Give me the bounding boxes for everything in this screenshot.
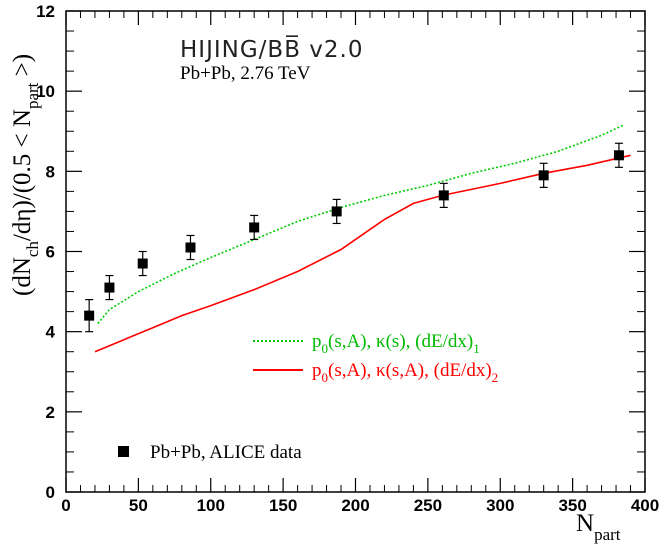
data-point — [137, 258, 148, 269]
y-tick-label: 10 — [36, 82, 55, 101]
y-tick-label: 12 — [36, 2, 55, 21]
y-axis-title: (dNch/dη)/(0.5 < Npart >) — [9, 54, 42, 296]
y-tick-label: 6 — [46, 243, 55, 262]
model-curves — [94, 124, 631, 353]
data-point — [613, 150, 624, 161]
data-point — [438, 190, 449, 201]
data-point — [538, 170, 549, 181]
plot-frame — [65, 10, 646, 493]
data-points — [84, 142, 624, 333]
y-tick-label: 2 — [46, 403, 55, 422]
x-tick-label: 300 — [486, 496, 514, 515]
x-tick-label: 50 — [129, 496, 148, 515]
axis-ticks — [65, 10, 646, 493]
data-point — [185, 242, 196, 253]
legend-green-label: p0(s,A), κ(s), (dE/dx)1 — [312, 331, 480, 356]
x-tick-label: 150 — [269, 496, 297, 515]
model-title: HIJING/BB̅ v2.0 — [180, 35, 363, 63]
legend-data-marker — [118, 446, 129, 457]
data-point — [104, 282, 115, 293]
x-tick-label: 400 — [631, 496, 659, 515]
legend-data-label: Pb+Pb, ALICE data — [150, 442, 302, 463]
x-tick-label: 100 — [197, 496, 225, 515]
x-tick-label: 0 — [61, 496, 70, 515]
model-title-text: HIJING/BB̅ v2.0 — [180, 35, 363, 63]
x-tick-label: 350 — [558, 496, 586, 515]
y-tick-label: 8 — [46, 162, 55, 181]
x-tick-label: 200 — [341, 496, 369, 515]
axis-tick-labels: 0 50 100 150 200 250 300 350 400 0 2 4 6 8 10 12 — [36, 2, 659, 515]
legend-red-label: p0(s,A), κ(s,A), (dE/dx)2 — [312, 360, 498, 385]
data-point — [331, 206, 342, 217]
x-axis-title: Npart — [576, 510, 621, 544]
data-point — [84, 310, 95, 321]
data-point — [249, 222, 260, 233]
collision-subtitle: Pb+Pb, 2.76 TeV — [180, 63, 311, 84]
green-dotted-curve — [97, 124, 624, 325]
y-tick-label: 4 — [46, 323, 56, 342]
red-solid-curve — [94, 154, 631, 353]
y-tick-label: 0 — [46, 483, 55, 502]
x-tick-label: 250 — [414, 496, 442, 515]
